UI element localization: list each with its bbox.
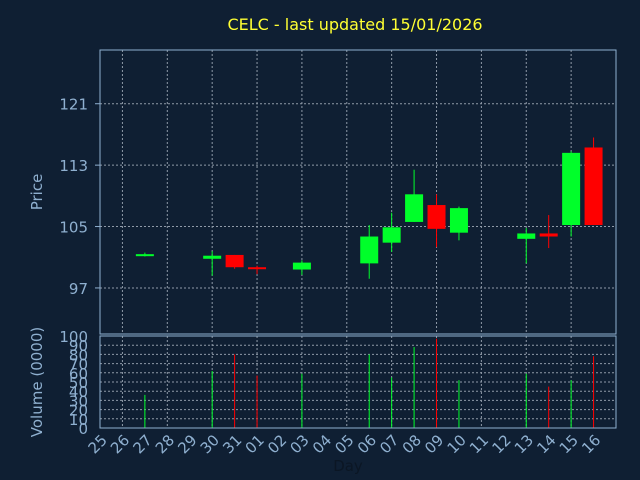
candle-12 — [517, 228, 536, 264]
candle-body — [405, 194, 424, 222]
candle-body — [517, 233, 536, 239]
y-axis-label: Price — [28, 174, 46, 211]
chart-title: CELC - last updated 15/01/2026 — [227, 15, 482, 34]
volume-tick-label: 80 — [69, 346, 88, 364]
x-axis-label: Day — [333, 457, 363, 475]
volume-tick-label: 90 — [69, 337, 88, 355]
volume-panel-frame — [99, 335, 617, 429]
price-tick-label: 105 — [59, 219, 88, 237]
candle-body — [248, 267, 267, 270]
x-tick-label: 16 — [578, 431, 604, 457]
volume-tick-label: 70 — [69, 356, 88, 374]
price-tick-labels: 97 105 113 121 — [59, 96, 88, 298]
volume-tick-label: 50 — [69, 374, 88, 392]
volume-tick-label: 100 — [59, 328, 88, 346]
price-tick-label: 113 — [59, 157, 88, 175]
candle-06 — [382, 212, 401, 252]
candle-body — [382, 227, 401, 243]
candle-body — [203, 255, 222, 259]
x-tick-labels: 2526272829303101020304050607080910111213… — [85, 431, 605, 457]
volume-bars — [144, 338, 595, 428]
candle-08 — [427, 194, 446, 248]
candle-31 — [248, 265, 267, 275]
candle-02 — [292, 260, 311, 275]
candles — [135, 137, 603, 279]
candle-15 — [584, 137, 603, 226]
volume-tick-label: 0 — [78, 420, 88, 438]
candle-body — [539, 233, 558, 237]
candle-05 — [360, 225, 379, 279]
price-grid — [95, 50, 617, 334]
volume-tick-label: 40 — [69, 383, 88, 401]
candle-body — [562, 152, 581, 226]
candle-body — [427, 205, 446, 229]
candle-30 — [225, 254, 244, 269]
candle-body — [360, 236, 379, 264]
candle-14 — [562, 151, 581, 237]
candle-body — [449, 208, 468, 233]
price-tick-label: 97 — [69, 280, 88, 298]
candle-body — [225, 254, 244, 268]
price-panel-frame — [99, 49, 617, 335]
price-tick-label: 121 — [59, 96, 88, 114]
candle-29 — [203, 251, 222, 276]
volume-grid — [100, 336, 617, 428]
candle-13 — [539, 215, 558, 249]
volume-tick-label: 60 — [69, 365, 88, 383]
volume-tick-label: 30 — [69, 392, 88, 410]
candle-body — [135, 254, 154, 257]
candle-body — [584, 147, 603, 226]
candle-09 — [449, 206, 468, 241]
candle-26 — [135, 252, 154, 257]
volume-axis-label: Volume (0000) — [28, 327, 46, 437]
volume-tick-label: 20 — [69, 402, 88, 420]
candle-07 — [405, 169, 424, 222]
volume-tick-label: 10 — [69, 411, 88, 429]
candle-body — [292, 262, 311, 270]
